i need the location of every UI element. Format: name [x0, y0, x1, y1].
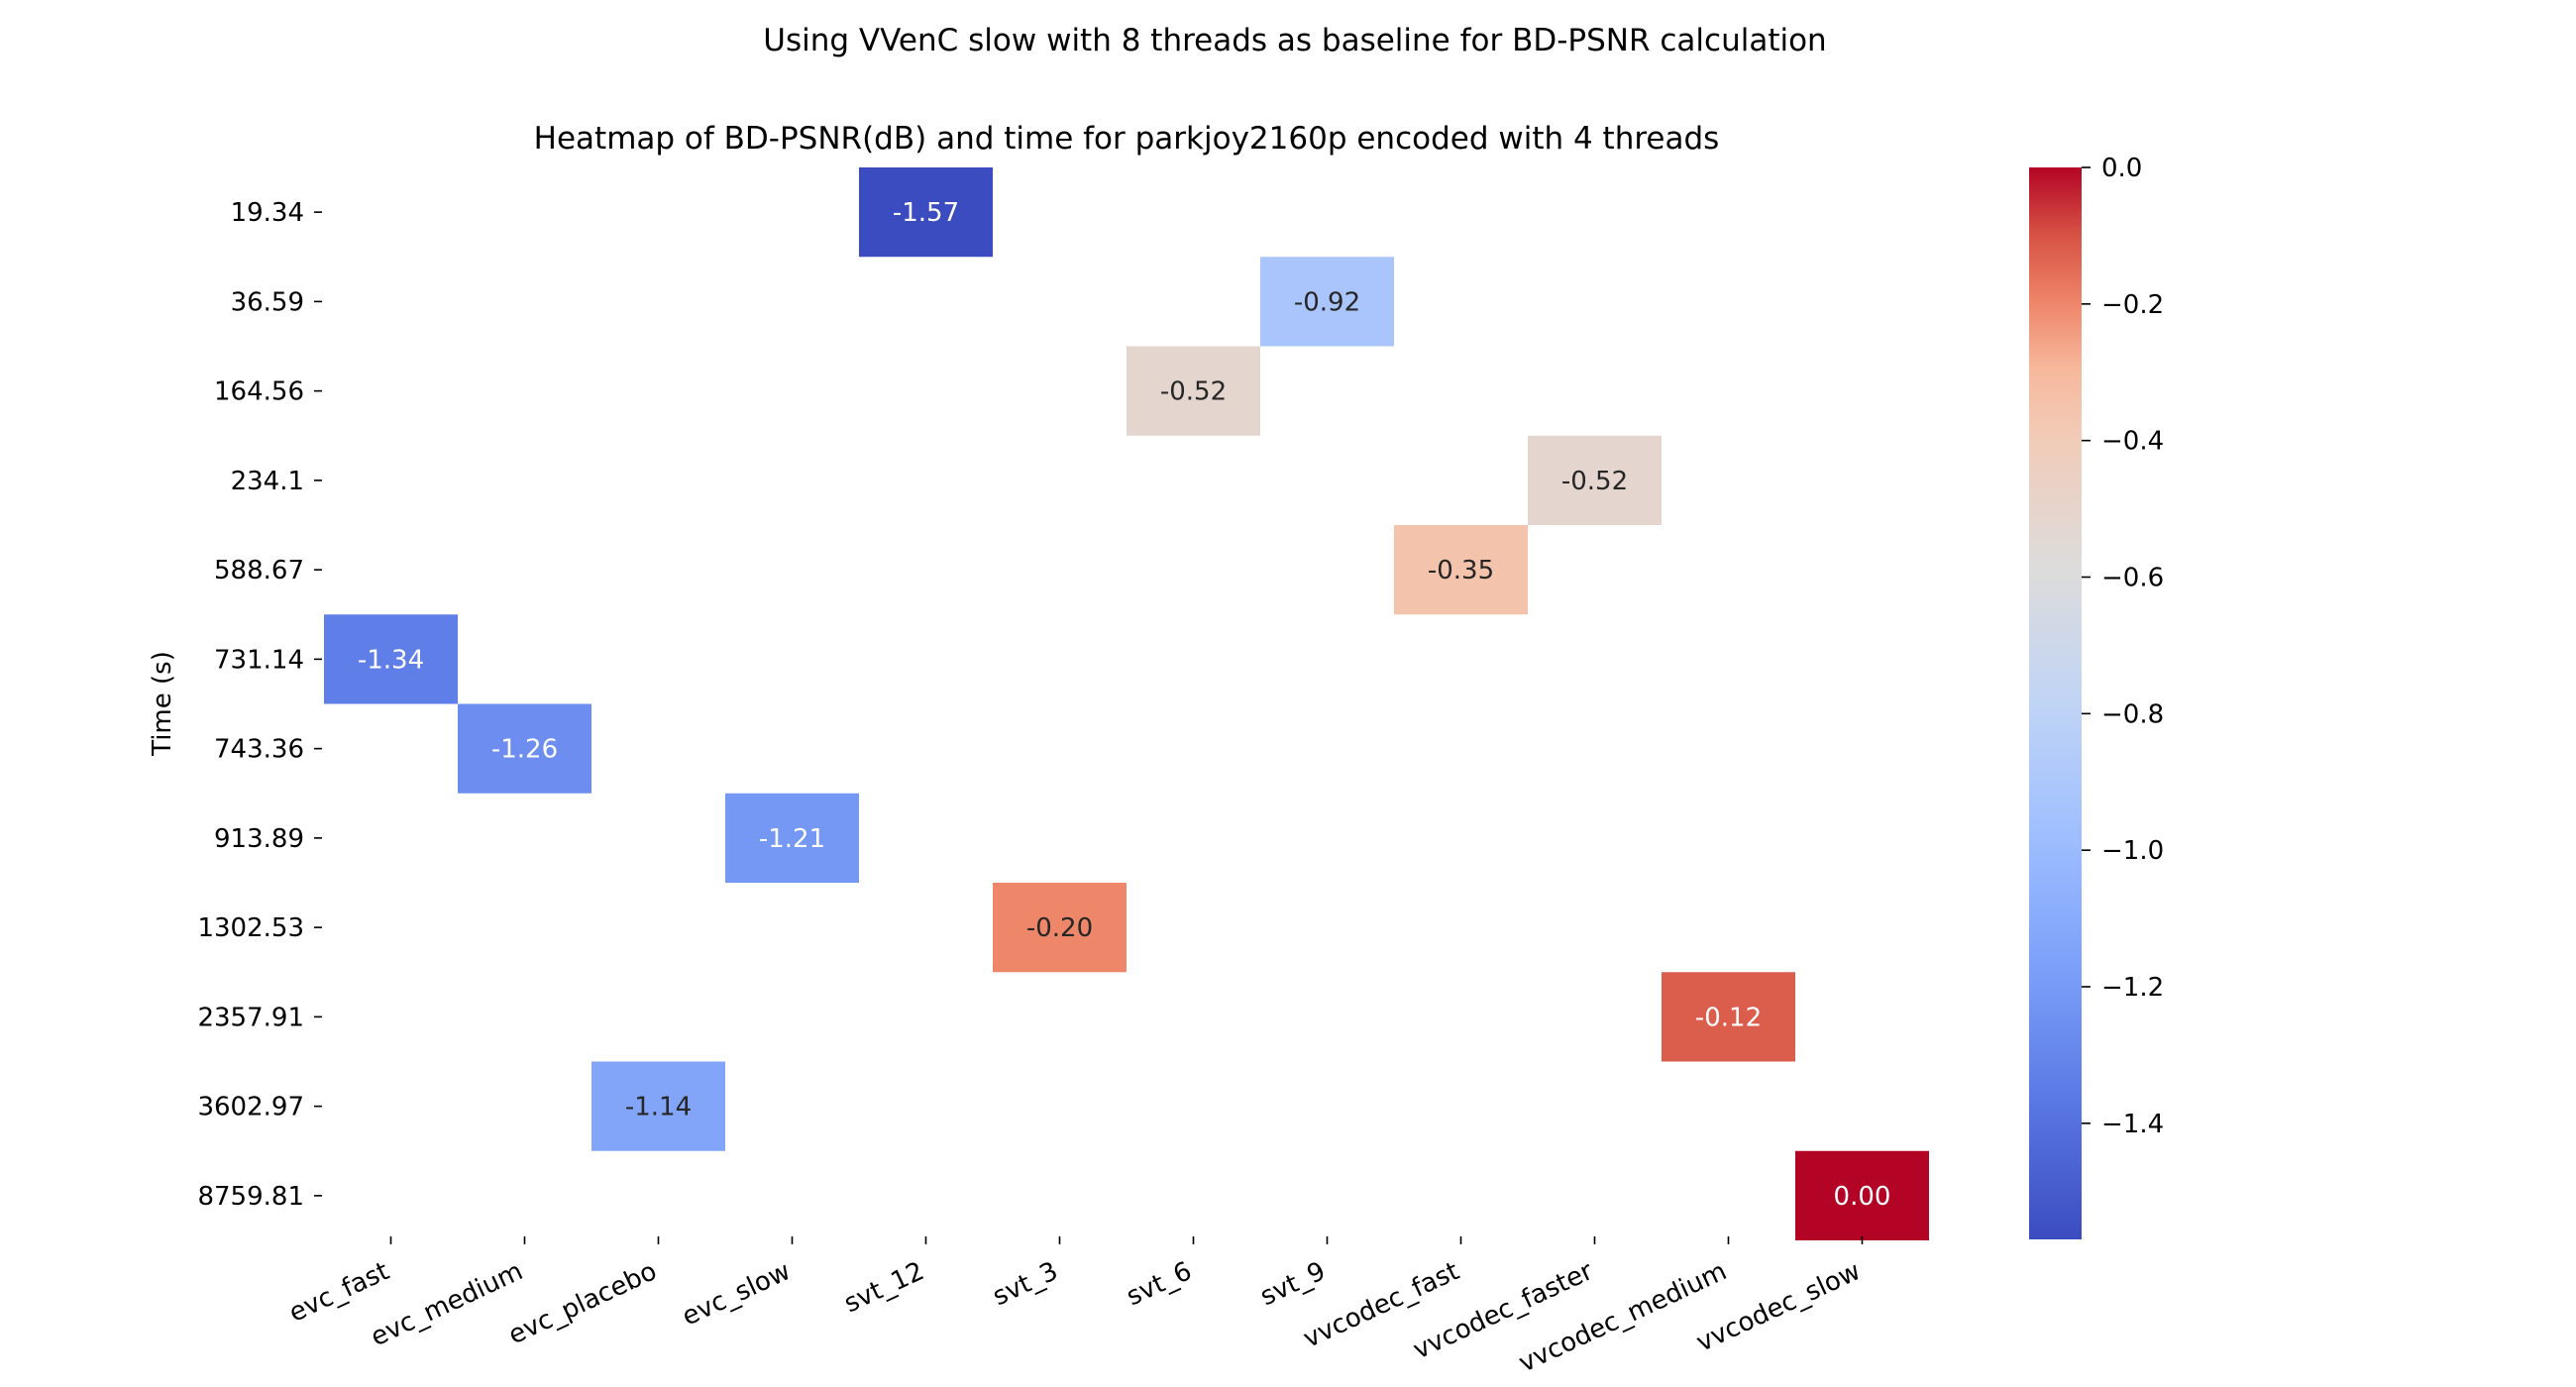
x-tick-label: svt_6 — [1123, 1256, 1197, 1312]
heatmap-cell — [1394, 525, 1528, 615]
x-tick-label: evc_fast — [284, 1256, 393, 1329]
heatmap-cell — [1795, 1150, 1929, 1240]
heatmap-cell — [1127, 346, 1260, 436]
heatmap-cells: -1.57 -0.92 -0.52 -0.52 -0.35 -1.34 -1.26 -1.21… — [324, 167, 1929, 1240]
cell-value-label: -1.14 — [625, 1093, 692, 1122]
chart-suptitle: Using VVenC slow with 8 threads as basel… — [763, 23, 1826, 58]
heatmap-cell — [591, 1061, 725, 1151]
y-tick-labels: 19.34 36.59 164.56 234.1 588.67 731.14 743.36 9… — [197, 198, 322, 1212]
y-tick-label: 913.89 — [214, 824, 304, 854]
heatmap-cell — [859, 167, 993, 258]
heatmap-cell — [458, 703, 591, 794]
colorbar-tick-label: −1.2 — [2101, 973, 2164, 1003]
cell-value-label: 0.00 — [1834, 1182, 1891, 1212]
cell-value-label: -1.57 — [893, 198, 959, 228]
colorbar-tick-label: −0.2 — [2101, 290, 2164, 320]
heatmap-cell — [993, 883, 1127, 973]
y-axis-label: Time (s) — [148, 651, 177, 757]
cell-value-label: -0.52 — [1160, 377, 1227, 407]
colorbar-gradient — [2029, 167, 2082, 1239]
colorbar-tick-label: −0.6 — [2101, 564, 2164, 593]
colorbar-tick-label: −1.4 — [2101, 1110, 2164, 1139]
x-tick-label: svt_3 — [989, 1256, 1063, 1312]
colorbar-tick-label: −0.8 — [2101, 699, 2164, 729]
y-tick-label: 2357.91 — [197, 1003, 304, 1032]
y-tick-label: 8759.81 — [197, 1182, 304, 1212]
x-tick-label: svt_12 — [840, 1256, 929, 1319]
y-tick-label: 1302.53 — [197, 913, 304, 943]
x-tick-label: evc_placebo — [504, 1256, 662, 1350]
y-tick-label: 19.34 — [231, 198, 304, 228]
y-tick-label: 3602.97 — [197, 1093, 304, 1122]
y-tick-label: 36.59 — [231, 287, 304, 317]
heatmap-cell — [1528, 435, 1662, 525]
heatmap-cell — [725, 793, 859, 883]
cell-value-label: -1.34 — [358, 645, 424, 675]
y-tick-label: 234.1 — [231, 467, 304, 496]
x-tick-label: svt_9 — [1256, 1256, 1331, 1312]
y-tick-label: 164.56 — [214, 377, 304, 407]
colorbar-tick-label: −0.4 — [2101, 427, 2164, 457]
cell-value-label: -1.26 — [491, 735, 558, 765]
y-tick-label: 743.36 — [214, 735, 304, 765]
y-tick-label: 731.14 — [214, 645, 304, 675]
colorbar-tick-label: −1.0 — [2101, 836, 2164, 866]
heatmap-cell — [324, 614, 458, 704]
colorbar-tick-label: 0.0 — [2101, 154, 2142, 183]
y-tick-label: 588.67 — [214, 556, 304, 586]
cell-value-label: -1.21 — [759, 824, 825, 854]
x-tick-label: evc_slow — [678, 1256, 795, 1332]
cell-value-label: -0.20 — [1026, 913, 1093, 943]
chart-title: Heatmap of BD-PSNR(dB) and time for park… — [534, 121, 1720, 157]
cell-value-label: -0.35 — [1428, 556, 1494, 586]
heatmap-cell — [1260, 257, 1394, 347]
cell-value-label: -0.52 — [1561, 467, 1628, 496]
cell-value-label: -0.12 — [1695, 1003, 1762, 1032]
heatmap-cell — [1662, 972, 1795, 1062]
x-tick-label: evc_medium — [367, 1256, 528, 1352]
cell-value-label: -0.92 — [1294, 287, 1360, 317]
colorbar: 0.0 −0.2 −0.4 −0.6 −0.8 −1.0 −1.2 −1.4 — [2029, 154, 2164, 1239]
colorbar-ticks: 0.0 −0.2 −0.4 −0.6 −0.8 −1.0 −1.2 −1.4 — [2082, 154, 2164, 1139]
